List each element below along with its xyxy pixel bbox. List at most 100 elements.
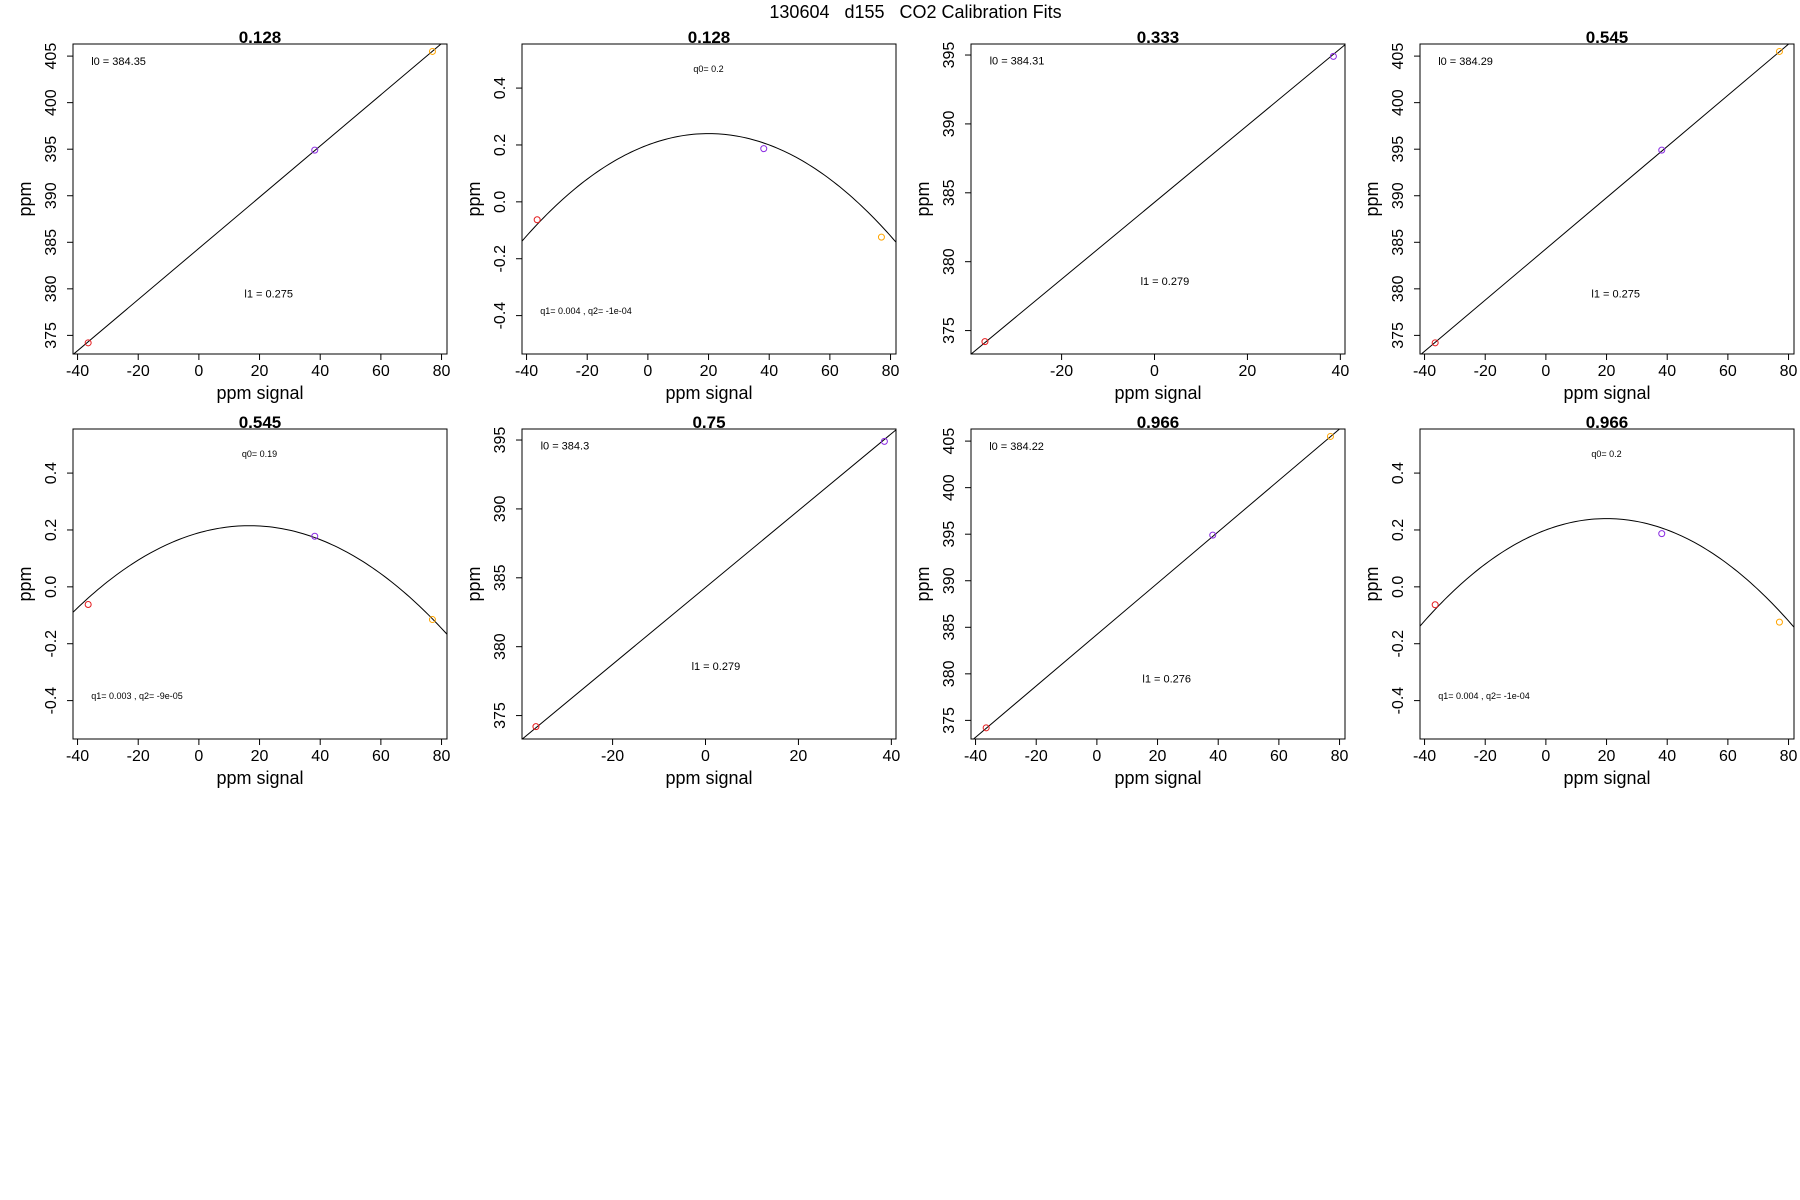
y-tick-label: 385 <box>492 564 509 591</box>
data-point <box>1329 52 1337 60</box>
x-axis-label: ppm signal <box>1563 383 1650 403</box>
fit-annotation: q1= 0.004 , q2= -1e-04 <box>540 306 632 316</box>
x-tick-label: 60 <box>372 363 390 380</box>
y-tick-label: 0.4 <box>43 462 60 484</box>
panel-2: -40 -20 0 20 40 60 80 ppm signal -0.4 -0.2 0.0 0.2 0… <box>464 28 900 403</box>
panel-8: -40 -20 0 20 40 60 80 ppm signal -0.4 -0.2 0.0 0.2 0… <box>1362 413 1798 788</box>
y-axis-label: ppm <box>15 566 35 601</box>
panel-title: 0.966 <box>1586 413 1629 432</box>
fit-annotation: l0 = 384.22 <box>989 441 1044 453</box>
y-tick-label: 390 <box>941 567 958 594</box>
panel-title: 0.966 <box>1137 413 1180 432</box>
y-tick-label: 0.4 <box>1390 462 1407 484</box>
y-tick-label: 380 <box>43 275 60 302</box>
fit-annotation: l1 = 0.275 <box>244 288 293 300</box>
data-point <box>1431 601 1439 609</box>
x-tick-label: 0 <box>701 748 710 765</box>
panel-title: 0.333 <box>1137 28 1180 47</box>
x-axis-label: ppm signal <box>665 768 752 788</box>
fit-annotation: q0= 0.2 <box>1591 449 1621 459</box>
y-tick-label: 390 <box>43 182 60 209</box>
y-tick-label: 405 <box>941 428 958 455</box>
x-tick-label: -40 <box>1413 363 1436 380</box>
x-tick-label: 80 <box>1780 748 1798 765</box>
y-tick-label: 0.2 <box>492 134 509 156</box>
x-tick-label: 40 <box>311 363 329 380</box>
fit-annotation: q1= 0.004 , q2= -1e-04 <box>1438 691 1530 701</box>
x-tick-label: 0 <box>194 363 203 380</box>
x-tick-label: 40 <box>882 748 900 765</box>
fit-line <box>522 429 896 739</box>
x-axis-label: ppm signal <box>216 383 303 403</box>
fit-line <box>972 429 1341 739</box>
x-tick-label: 20 <box>251 748 269 765</box>
fit-annotation: l0 = 384.3 <box>541 441 590 453</box>
x-tick-label: 40 <box>1331 363 1349 380</box>
panel-7: -40 -20 0 20 40 60 80 ppm signal 375 380 385 390 395… <box>913 413 1349 788</box>
x-tick-label: 20 <box>700 363 718 380</box>
panel-title: 0.128 <box>239 28 282 47</box>
y-tick-label: -0.2 <box>492 245 509 273</box>
panel-title: 0.75 <box>692 413 725 432</box>
data-point <box>1658 146 1666 154</box>
x-tick-label: 20 <box>1598 363 1616 380</box>
x-tick-label: -20 <box>1474 363 1497 380</box>
x-tick-label: 0 <box>194 748 203 765</box>
y-tick-label: -0.4 <box>43 687 60 715</box>
x-axis-label: ppm signal <box>216 768 303 788</box>
x-tick-label: 40 <box>311 748 329 765</box>
data-point <box>84 600 92 608</box>
fit-annotation: l1 = 0.279 <box>1141 276 1190 288</box>
x-tick-label: 80 <box>882 363 900 380</box>
fit-line <box>1420 44 1790 354</box>
x-tick-label: 40 <box>760 363 778 380</box>
x-tick-label: 80 <box>1780 363 1798 380</box>
y-tick-label: -0.2 <box>43 630 60 658</box>
panel-5: -40 -20 0 20 40 60 80 ppm signal -0.4 -0.2 0.0 0.2 0… <box>15 413 451 788</box>
y-tick-label: 400 <box>43 89 60 116</box>
fit-annotation: l1 = 0.279 <box>692 661 741 673</box>
x-tick-label: -20 <box>1050 363 1073 380</box>
fit-curve <box>522 133 896 243</box>
panel-4: -40 -20 0 20 40 60 80 ppm signal 375 380 385 390 395… <box>1362 28 1798 403</box>
x-tick-label: 20 <box>1239 363 1257 380</box>
x-tick-label: 20 <box>251 363 269 380</box>
x-tick-label: 0 <box>1150 363 1159 380</box>
x-tick-label: 60 <box>372 748 390 765</box>
y-tick-label: 390 <box>492 495 509 522</box>
x-tick-label: 40 <box>1209 748 1227 765</box>
x-tick-label: 80 <box>433 363 451 380</box>
panel-6: -20 0 20 40 ppm signal 375 380 385 390 395 ppm 0.75… <box>464 413 900 788</box>
y-tick-label: 385 <box>941 614 958 641</box>
x-tick-label: -40 <box>1413 748 1436 765</box>
y-axis-label: ppm <box>1362 566 1382 601</box>
x-tick-label: -20 <box>1025 748 1048 765</box>
x-tick-label: 20 <box>1149 748 1167 765</box>
x-tick-label: -40 <box>515 363 538 380</box>
y-axis-label: ppm <box>913 566 933 601</box>
x-tick-label: 40 <box>1658 748 1676 765</box>
x-tick-label: 60 <box>1719 748 1737 765</box>
fit-annotation: l0 = 384.35 <box>91 56 146 68</box>
y-tick-label: 405 <box>1390 43 1407 70</box>
y-tick-label: 385 <box>1390 229 1407 256</box>
data-point <box>532 723 540 731</box>
y-tick-label: 395 <box>941 42 958 69</box>
x-tick-label: 80 <box>433 748 451 765</box>
y-tick-label: 395 <box>492 427 509 454</box>
y-tick-label: 400 <box>941 474 958 501</box>
y-tick-label: 390 <box>941 110 958 137</box>
y-tick-label: 375 <box>43 322 60 349</box>
fit-annotation: l1 = 0.276 <box>1142 673 1191 685</box>
y-tick-label: -0.4 <box>492 302 509 330</box>
x-tick-label: 80 <box>1331 748 1349 765</box>
figure-title: 130604 d155 CO2 Calibration Fits <box>769 2 1062 22</box>
y-tick-label: 380 <box>1390 275 1407 302</box>
y-axis-label: ppm <box>15 181 35 216</box>
x-axis-label: ppm signal <box>1114 383 1201 403</box>
fit-line <box>73 44 442 354</box>
data-point <box>1431 339 1439 347</box>
x-tick-label: 0 <box>1541 363 1550 380</box>
x-axis-label: ppm signal <box>1114 768 1201 788</box>
